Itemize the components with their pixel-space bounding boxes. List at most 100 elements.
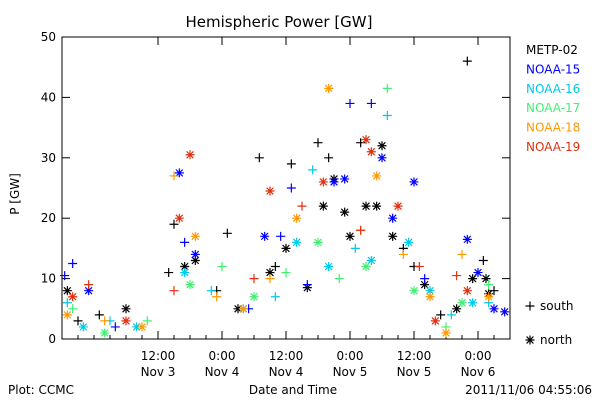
data-point-south xyxy=(265,274,275,284)
data-point-south xyxy=(270,292,280,302)
data-point-north xyxy=(462,286,472,296)
plot-frame xyxy=(61,36,511,340)
data-point-north xyxy=(340,207,350,217)
data-point-south xyxy=(281,268,291,278)
data-point-north xyxy=(345,231,355,241)
data-point-north xyxy=(132,322,142,332)
legend-item: METP-02 xyxy=(526,43,578,57)
data-point-north xyxy=(68,292,78,302)
data-point-south xyxy=(169,286,179,296)
x-tick-label-date: Nov 4 xyxy=(205,365,240,379)
data-point-north xyxy=(100,328,110,338)
data-point-south xyxy=(62,298,72,308)
data-point-north xyxy=(78,322,88,332)
x-tick-label-time: 0:00 xyxy=(337,349,364,363)
data-point-north xyxy=(180,268,190,278)
legend-item: NOAA-19 xyxy=(526,140,580,154)
legend-item: NOAA-16 xyxy=(526,82,580,96)
x-tick-label-date: Nov 5 xyxy=(397,365,432,379)
x-tick-label-time: 12:00 xyxy=(397,349,432,363)
data-point-south xyxy=(212,292,222,302)
y-tick-label: 20 xyxy=(41,211,56,225)
data-point-south xyxy=(436,310,446,320)
data-point-north xyxy=(249,292,259,302)
data-point-north xyxy=(281,243,291,253)
data-point-north xyxy=(84,286,94,296)
data-point-south xyxy=(350,243,360,253)
data-point-south xyxy=(345,98,355,108)
data-point-south xyxy=(484,280,494,290)
data-point-north xyxy=(329,177,339,187)
data-point-north xyxy=(180,262,190,272)
data-point-north xyxy=(425,286,435,296)
data-point-south xyxy=(222,228,232,238)
legend-item: NOAA-17 xyxy=(526,101,580,115)
data-point-south xyxy=(420,274,430,284)
data-point-south xyxy=(217,262,227,272)
data-point-south xyxy=(60,271,70,281)
data-point-south xyxy=(270,262,280,272)
series-noaa-19 xyxy=(68,135,472,326)
data-point-north xyxy=(388,213,398,223)
data-point-north xyxy=(292,237,302,247)
data-point-south xyxy=(249,274,259,284)
data-point-south xyxy=(276,231,286,241)
y-axis-label: P [GW] xyxy=(8,173,22,215)
data-point-south xyxy=(110,322,120,332)
x-axis-label: Date and Time xyxy=(249,383,337,397)
data-point-north xyxy=(318,177,328,187)
data-point-south xyxy=(142,316,152,326)
data-point-north xyxy=(372,171,382,181)
data-point-north xyxy=(185,280,195,290)
data-point-north xyxy=(388,231,398,241)
axis-ticks: 0 10 20 30 40 50 12:00 Nov 3 0:00 Nov 4 12:00 Nov 4… xyxy=(41,30,511,379)
data-point-north xyxy=(318,201,328,211)
data-point-north xyxy=(468,298,478,308)
data-point-south xyxy=(313,138,323,148)
data-point-south xyxy=(297,201,307,211)
x-tick-label-date: Nov 3 xyxy=(141,365,176,379)
legend-marker-label: south xyxy=(540,299,574,313)
y-tick-label: 0 xyxy=(48,332,56,346)
data-point-north xyxy=(292,213,302,223)
data-point-south xyxy=(286,183,296,193)
data-point-south xyxy=(302,280,312,290)
data-point-north xyxy=(260,231,270,241)
data-point-south xyxy=(366,98,376,108)
data-point-north xyxy=(121,304,131,314)
data-point-south xyxy=(324,153,334,163)
data-point-north xyxy=(441,328,451,338)
data-point-south xyxy=(382,83,392,93)
data-point-north xyxy=(372,201,382,211)
data-point-south xyxy=(398,249,408,259)
data-point-south xyxy=(334,274,344,284)
series-noaa-18 xyxy=(62,83,494,338)
data-point-north xyxy=(409,286,419,296)
legend-item: NOAA-15 xyxy=(526,62,580,76)
data-point-south xyxy=(84,280,94,290)
legend-marker-label: north xyxy=(540,333,572,347)
data-point-north xyxy=(185,150,195,160)
data-point-north xyxy=(324,262,334,272)
data-point-north xyxy=(340,174,350,184)
data-point-north xyxy=(420,280,430,290)
series-noaa-15 xyxy=(60,98,510,332)
series-noaa-17 xyxy=(68,83,494,338)
data-point-south xyxy=(489,286,499,296)
data-point-south xyxy=(169,219,179,229)
legend-north-symbol xyxy=(525,335,535,345)
plot-source-label: Plot: CCMC xyxy=(8,383,74,397)
data-point-north xyxy=(457,298,467,308)
plot-timestamp: 2011/11/06 04:55:06 xyxy=(465,383,592,397)
data-point-south xyxy=(206,286,216,296)
legend-item: NOAA-18 xyxy=(526,121,580,135)
data-point-south xyxy=(73,316,83,326)
chart-title: Hemispheric Power [GW] xyxy=(186,13,373,31)
data-point-north xyxy=(462,234,472,244)
data-point-north xyxy=(393,201,403,211)
y-tick-label: 40 xyxy=(41,90,56,104)
series-noaa-16 xyxy=(62,111,494,332)
data-point-north xyxy=(481,274,491,284)
x-tick-label-date: Nov 6 xyxy=(461,365,496,379)
